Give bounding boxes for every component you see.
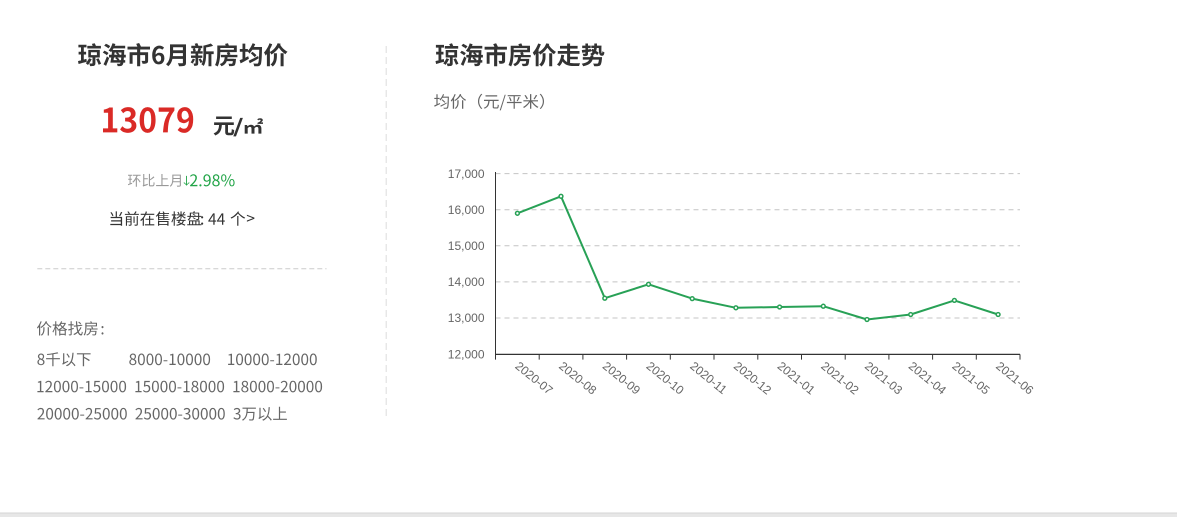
svg-text:2020-09: 2020-09 xyxy=(600,359,643,398)
svg-text:14,000: 14,000 xyxy=(448,275,485,289)
svg-text:2020-07: 2020-07 xyxy=(513,359,556,398)
svg-text:16,000: 16,000 xyxy=(448,203,485,217)
svg-text:2020-11: 2020-11 xyxy=(687,359,730,397)
svg-text:13,000: 13,000 xyxy=(448,311,485,325)
svg-text:17,000: 17,000 xyxy=(448,167,485,181)
svg-text:12,000: 12,000 xyxy=(448,347,485,361)
svg-text:2021-02: 2021-02 xyxy=(818,359,861,398)
svg-text:2020-10: 2020-10 xyxy=(644,359,687,398)
svg-text:2020-12: 2020-12 xyxy=(731,359,774,398)
svg-text:2021-03: 2021-03 xyxy=(862,359,905,398)
svg-text:2021-06: 2021-06 xyxy=(993,359,1036,398)
svg-text:15,000: 15,000 xyxy=(448,239,485,253)
svg-text:2020-08: 2020-08 xyxy=(556,359,599,398)
svg-text:2021-05: 2021-05 xyxy=(950,359,993,398)
svg-text:2021-04: 2021-04 xyxy=(906,359,949,398)
svg-text:2021-01: 2021-01 xyxy=(775,359,818,398)
